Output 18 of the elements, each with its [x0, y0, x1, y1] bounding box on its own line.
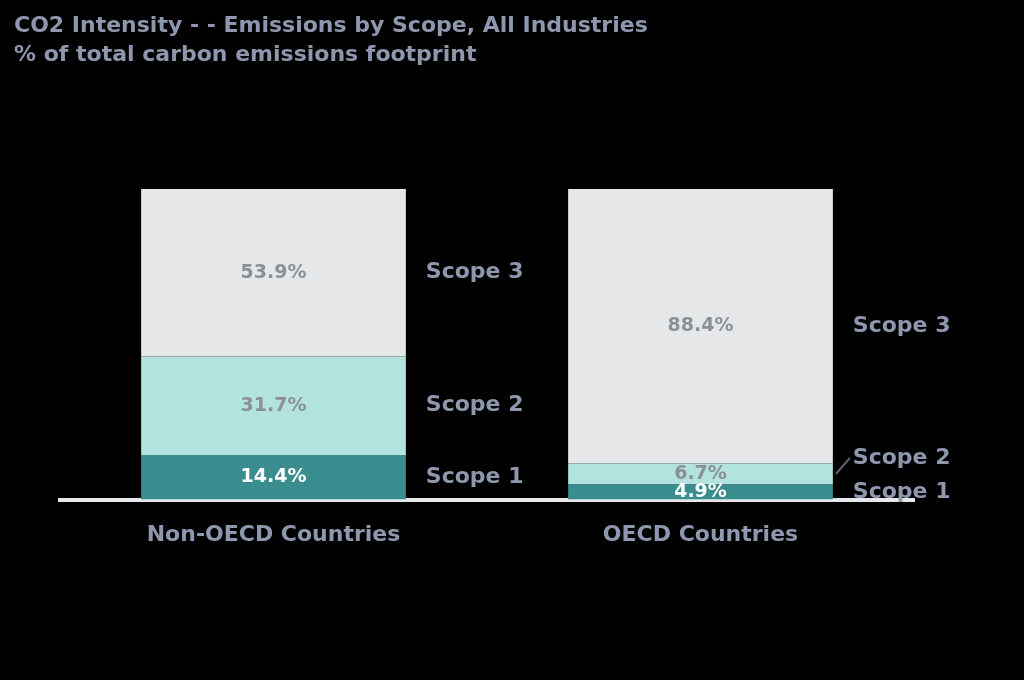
series-label: Scope 1 [425, 462, 524, 488]
bar [141, 189, 406, 357]
data-label: 53.9% [240, 259, 307, 282]
x-tick-label: OECD Countries [602, 520, 799, 546]
bar [141, 454, 406, 500]
chart-subtitle: % of total carbon emissions footprint [14, 40, 478, 68]
series-label: Scope 2 [425, 391, 524, 417]
text: Scope 3 [852, 312, 951, 338]
data-label: 31.7% [240, 392, 307, 415]
bar [141, 356, 406, 455]
chart-title: CO2 Intensity - - Emissions by Scope, All Industries [14, 11, 648, 39]
data-label: 88.4% [667, 313, 734, 336]
text: Scope 2 [852, 443, 951, 469]
text: Scope 1 [852, 477, 951, 503]
series-label: Scope 3 [425, 258, 524, 284]
x-tick-label: Non-OECD Countries [146, 520, 401, 546]
bar [568, 189, 833, 464]
data-label: 14.4% [240, 464, 307, 487]
